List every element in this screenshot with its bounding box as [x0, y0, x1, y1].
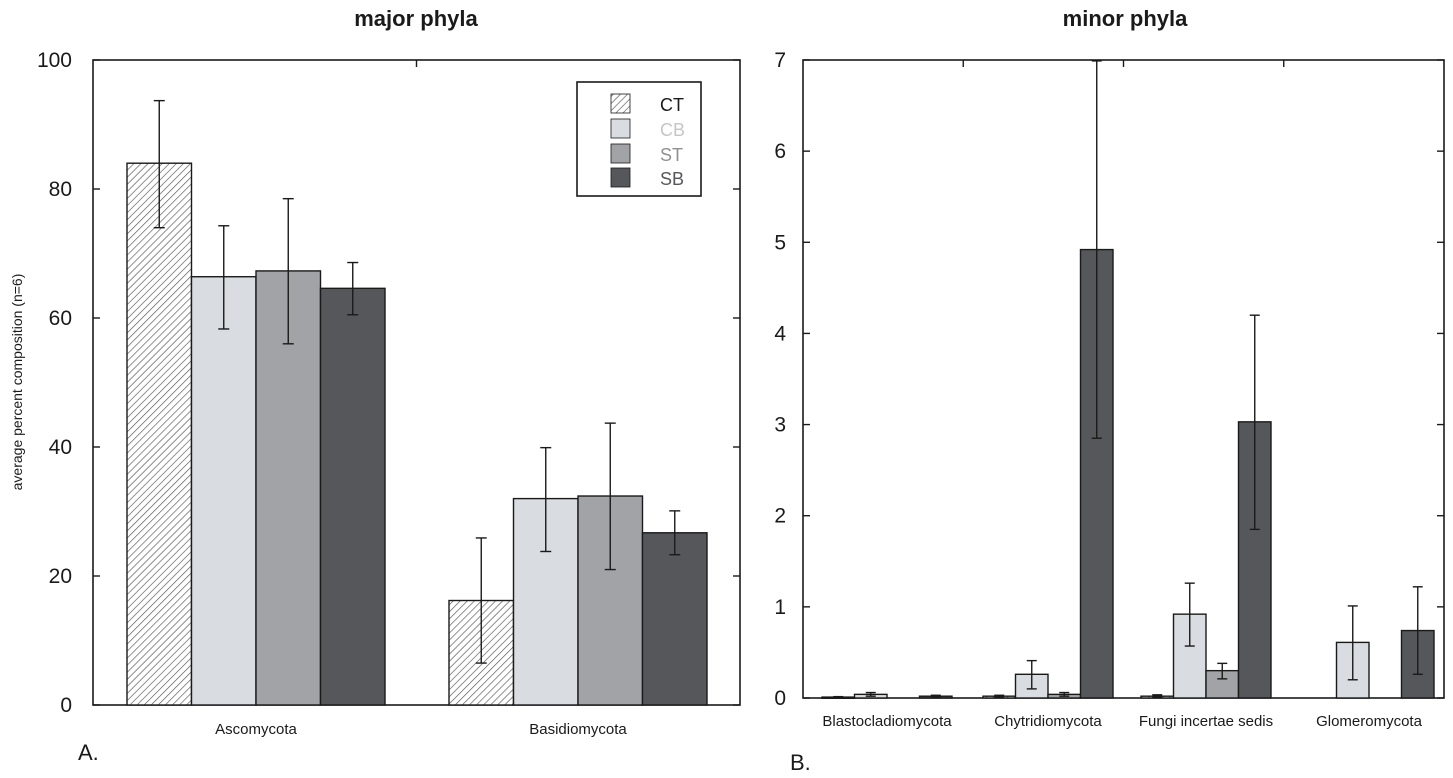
y-tick-label-b-2: 2 [774, 505, 786, 528]
y-tick-label-b-1: 1 [774, 596, 786, 619]
x-category-label-b-1: Chytridiomycota [994, 713, 1102, 730]
error-bar-b-fungi-incertae-sedis-st [1217, 662, 1228, 680]
legend-label-cb: CB [660, 120, 685, 140]
error-bar-b-chytridiomycota-st [1059, 691, 1070, 697]
error-bar-b-blastocladiomycota-sb [930, 694, 941, 698]
y-tick-label-b-0: 0 [774, 687, 786, 710]
y-tick-label-a-2: 40 [49, 436, 72, 459]
x-category-label-a-1: Basidiomycota [529, 721, 627, 738]
y-tick-label-a-1: 20 [49, 565, 72, 588]
plot-frame-b [802, 59, 1445, 699]
error-bar-b-chytridiomycota-ct [994, 694, 1005, 698]
legend-swatch-st [610, 143, 631, 164]
panel-label-a: A. [78, 740, 99, 765]
bar-a-ascomycota-sb [319, 287, 386, 706]
y-tick-label-b-4: 4 [774, 322, 786, 345]
chart-panel-a: major phyla 0 20 40 60 80 100 Ascomycota Basid… [9, 6, 741, 765]
error-bar-a-basidiomycota-st [604, 422, 616, 571]
legend-label-st: ST [660, 145, 683, 165]
error-bar-b-fungi-incertae-sedis-ct [1152, 694, 1163, 698]
y-tick-label-b-5: 5 [774, 231, 786, 254]
chart-title-a: major phyla [354, 6, 478, 31]
legend-label-ct: CT [660, 95, 684, 115]
error-bar-b-fungi-incertae-sedis-sb [1249, 314, 1260, 531]
x-category-label-a-0: Ascomycota [215, 721, 297, 738]
y-tick-label-b-3: 3 [774, 414, 786, 437]
error-bar-a-ascomycota-ct [153, 99, 165, 229]
chart-title-b: minor phyla [1063, 6, 1188, 31]
error-bar-a-ascomycota-st [282, 197, 294, 345]
error-bar-a-basidiomycota-ct [475, 537, 487, 664]
y-tick-label-b-6: 6 [774, 140, 786, 163]
legend-swatch-cb [610, 118, 631, 139]
error-bar-b-blastocladiomycota-cb [865, 691, 876, 697]
error-bar-a-ascomycota-sb [347, 261, 359, 316]
legend-label-sb: SB [660, 169, 684, 189]
panel-label-b: B. [790, 750, 811, 775]
x-category-label-b-3: Glomeromycota [1316, 713, 1423, 730]
error-bar-a-ascomycota-cb [218, 225, 230, 330]
error-bar-b-glomeromycota-cb [1347, 605, 1358, 681]
x-category-label-b-0: Blastocladiomycota [822, 713, 952, 730]
legend-swatch-sb [610, 167, 631, 188]
y-tick-label-b-7: 7 [774, 49, 786, 72]
error-bar-b-chytridiomycota-cb [1026, 659, 1037, 690]
y-tick-label-a-3: 60 [49, 307, 72, 330]
y-tick-label-a-0: 0 [60, 694, 72, 717]
y-axis-label-a: average percent composition (n=6) [9, 274, 25, 491]
error-bar-b-chytridiomycota-sb [1091, 60, 1102, 439]
legend-swatch-ct [610, 93, 631, 114]
legend: CT CB ST SB [576, 81, 702, 197]
bar-a-ascomycota-ct [126, 162, 193, 706]
bar-a-ascomycota-cb [190, 276, 257, 706]
x-category-label-b-2: Fungi incertae sedis [1139, 713, 1273, 730]
error-bar-a-basidiomycota-sb [669, 510, 681, 556]
y-tick-label-a-4: 80 [49, 178, 72, 201]
y-tick-label-a-5: 100 [37, 49, 72, 72]
error-bar-b-fungi-incertae-sedis-cb [1184, 582, 1195, 647]
bar-a-basidiomycota-sb [641, 532, 708, 706]
legend-box [576, 81, 702, 197]
chart-panel-b: minor phyla 0 1 2 3 4 5 6 7 Blastocladiomycota C… [774, 6, 1445, 775]
error-bar-a-basidiomycota-cb [540, 446, 552, 553]
error-bar-b-glomeromycota-sb [1412, 586, 1423, 676]
error-bar-b-blastocladiomycota-ct [833, 695, 844, 699]
